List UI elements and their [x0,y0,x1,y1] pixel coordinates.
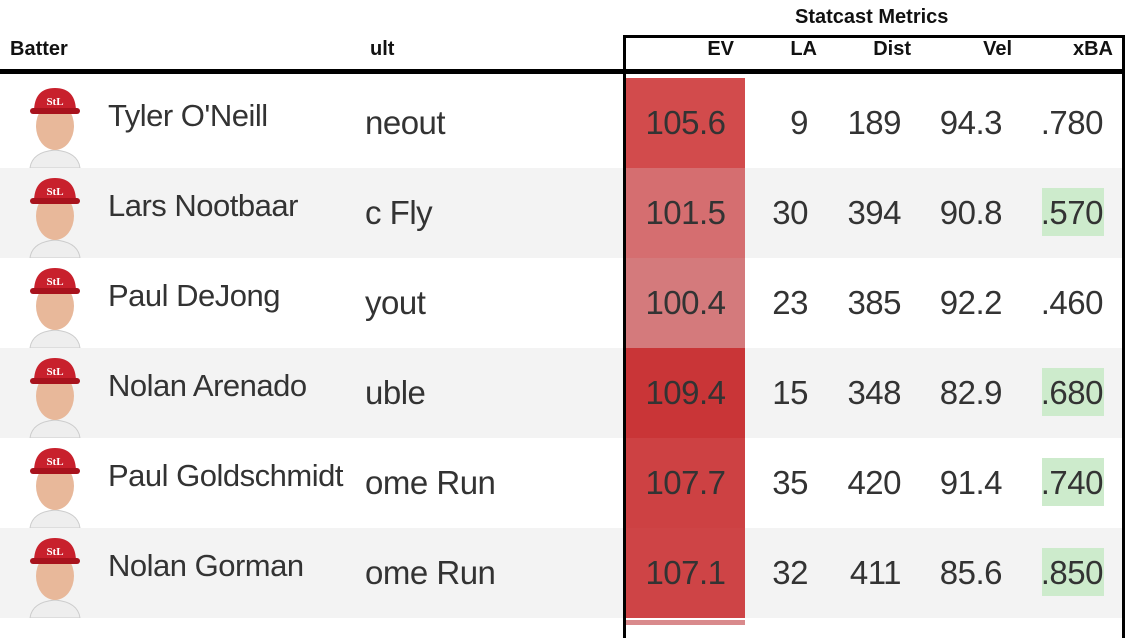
la-value: 32 [772,554,808,591]
batter-name: Paul DeJong [108,278,281,313]
ev-value: 105.6 [645,104,726,141]
xba-cell [1042,188,1104,236]
la-value: 30 [772,194,808,231]
headshot: StL [20,532,90,619]
headshot-icon: StL [29,178,81,259]
xba-cell [1042,548,1104,596]
column-header: ult [370,38,395,60]
next-row [0,620,1125,625]
ev-cell [626,168,745,258]
batter-name: Tyler O'Neill [108,98,268,133]
batter-name: Nolan Gorman [108,548,304,583]
la-value: 35 [772,464,808,501]
xba-cell [1042,368,1104,416]
column-header: Vel [983,38,1012,60]
vel-value: 94.3 [939,104,1003,141]
column-header: xBA [1072,38,1113,60]
table-row: StL Lars Nootbaar c Fly 101.5 30 394 90.8 .570 [0,168,1125,259]
svg-text:StL: StL [46,546,63,558]
table-row: StL Nolan Arenado uble 109.4 15 348 82.9 .680 [0,348,1125,439]
ev-value: 100.4 [645,284,726,321]
vel-value: 82.9 [939,374,1003,411]
la-value: 15 [772,374,808,411]
vel-value: 91.4 [939,464,1003,501]
svg-text:StL: StL [46,366,63,378]
headshot-icon: StL [29,448,81,529]
result: c Fly [365,194,433,231]
ev-cell [626,78,745,168]
batter-name: Nolan Arenado [108,368,307,403]
svg-text:StL: StL [46,276,63,288]
svg-text:StL: StL [46,186,63,198]
vel-value: 92.2 [939,284,1003,321]
batter-name: Lars Nootbaar [108,188,298,223]
ev-value: 101.5 [645,194,726,231]
result: ome Run [365,464,496,501]
headshot-icon: StL [29,88,81,169]
next-row-ev [626,620,745,625]
ev-value: 107.7 [645,464,726,501]
column-header: Batter [10,38,68,60]
column-header: LA [790,38,817,60]
xba-value: .850 [1040,554,1104,591]
dist-value: 385 [847,284,901,321]
dist-value: 348 [847,374,901,411]
dist-value: 420 [847,464,901,501]
statcast-box [623,35,1125,638]
xba-value: .780 [1040,104,1104,141]
result: uble [365,374,426,411]
table-row: StL Nolan Gorman ome Run 107.1 32 411 85.6 .850 [0,528,1125,619]
ev-cell [626,258,745,348]
headshot-icon: StL [29,538,81,619]
svg-text:StL: StL [46,96,63,108]
xba-cell [1042,458,1104,506]
ev-cell [626,438,745,528]
vel-value: 85.6 [939,554,1003,591]
result: neout [365,104,446,141]
vel-value: 90.8 [939,194,1003,231]
dist-value: 411 [849,554,902,591]
headshot: StL [20,172,90,259]
ev-cell [626,348,745,438]
dist-value: 394 [847,194,901,231]
xba-value: .460 [1040,284,1104,321]
ev-cell [626,528,745,618]
svg-text:StL: StL [46,456,63,468]
ev-value: 109.4 [645,374,726,411]
page: Statcast Metrics Batter ult EV LA Dist V… [0,6,1125,638]
headshot: StL [20,442,90,529]
headshot: StL [20,82,90,169]
xba-value: .570 [1040,194,1104,231]
xba-value: .740 [1040,464,1104,501]
dist-value: 189 [847,104,901,141]
column-header: EV [707,38,734,60]
result: yout [365,284,426,321]
header-rule [0,69,1125,74]
batter-name: Paul Goldschmidt [108,458,343,493]
headshot: StL [20,352,90,439]
result: ome Run [365,554,496,591]
table-row: StL Paul DeJong yout 100.4 23 385 92.2 .460 [0,258,1125,349]
group-title: Statcast Metrics [795,6,949,28]
table-row: StL Tyler O'Neill neout 105.6 9 189 94.3 .780 [0,78,1125,169]
la-value: 9 [790,104,808,141]
column-header: Dist [873,38,911,60]
la-value: 23 [772,284,808,321]
headshot-icon: StL [29,268,81,349]
headshot: StL [20,262,90,349]
table-row: StL Paul Goldschmidt ome Run 107.7 35 420 91.4… [0,438,1125,529]
ev-value: 107.1 [645,554,726,591]
xba-value: .680 [1040,374,1104,411]
headshot-icon: StL [29,358,81,439]
